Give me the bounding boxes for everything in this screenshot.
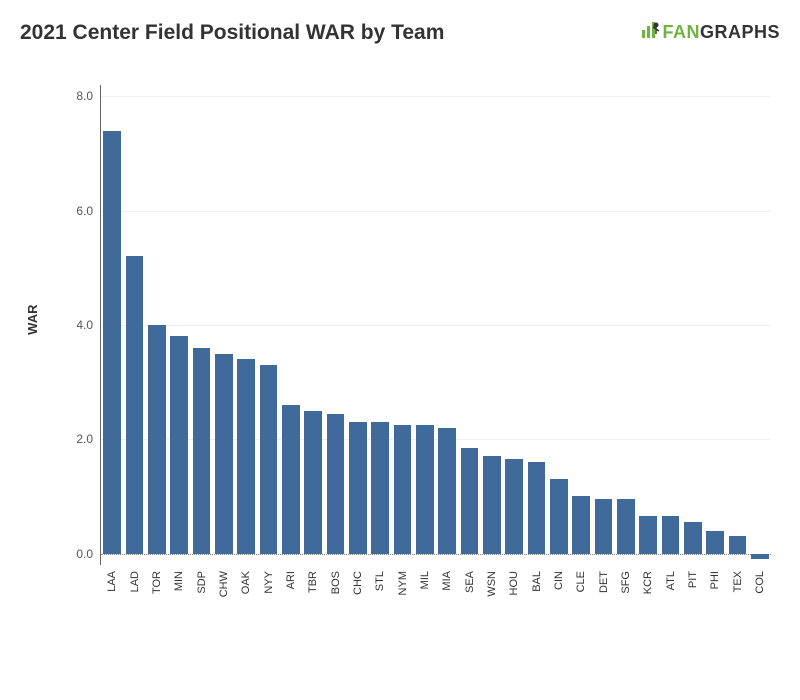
bar — [349, 422, 367, 553]
bar — [438, 428, 456, 554]
x-tick-label: NYM — [397, 571, 409, 595]
logo-icon — [640, 20, 660, 45]
x-tick-label: MIN — [173, 571, 185, 591]
x-tick-label: MIL — [419, 571, 431, 589]
x-tick-label: COL — [754, 571, 766, 594]
bar — [461, 448, 479, 554]
x-tick-label: CLE — [575, 571, 587, 592]
bar — [684, 522, 702, 553]
x-tick-label: TEX — [732, 571, 744, 592]
bar — [706, 531, 724, 554]
logo-text-graphs: GRAPHS — [700, 22, 780, 43]
x-tick-label: PHI — [709, 571, 721, 589]
x-tick-label: TOR — [151, 571, 163, 594]
x-tick-label: ATL — [665, 571, 677, 590]
plot-region: 0.02.04.06.08.0LAALADTORMINSDPCHWOAKNYYA… — [100, 85, 771, 565]
logo-text-fan: FAN — [662, 22, 700, 43]
bar — [215, 354, 233, 554]
bar — [193, 348, 211, 554]
y-tick-label: 2.0 — [76, 432, 101, 446]
logo: FANGRAPHS — [640, 20, 780, 45]
x-tick-label: CHW — [218, 571, 230, 597]
bar — [260, 365, 278, 554]
x-tick-label: STL — [374, 571, 386, 591]
x-tick-label: ARI — [285, 571, 297, 589]
chart-container: 2021 Center Field Positional WAR by Team… — [0, 0, 800, 700]
x-tick-label: HOU — [508, 571, 520, 595]
x-tick-label: CIN — [553, 571, 565, 590]
bar — [483, 456, 501, 553]
x-tick-label: LAA — [106, 571, 118, 592]
y-axis-title: WAR — [25, 304, 40, 334]
x-tick-label: CHC — [352, 571, 364, 595]
bar — [282, 405, 300, 554]
bar — [126, 256, 144, 553]
x-tick-label: BAL — [531, 571, 543, 592]
x-tick-label: WSN — [486, 571, 498, 597]
bar — [103, 131, 121, 554]
y-tick-label: 8.0 — [76, 89, 101, 103]
zero-line — [101, 554, 771, 555]
x-tick-label: SDP — [196, 571, 208, 594]
x-tick-label: SFG — [620, 571, 632, 594]
x-tick-label: KCR — [642, 571, 654, 594]
x-tick-label: NYY — [263, 571, 275, 594]
bar — [148, 325, 166, 554]
gridline — [101, 325, 771, 326]
bar — [505, 459, 523, 553]
bar — [729, 536, 747, 553]
bar — [662, 516, 680, 553]
page-title: 2021 Center Field Positional WAR by Team — [20, 21, 444, 45]
y-tick-label: 0.0 — [76, 547, 101, 561]
x-tick-label: TBR — [307, 571, 319, 593]
bar — [237, 359, 255, 553]
y-tick-label: 6.0 — [76, 204, 101, 218]
gridline — [101, 211, 771, 212]
x-tick-label: BOS — [330, 571, 342, 594]
bar — [639, 516, 657, 553]
bar — [394, 425, 412, 554]
bar — [304, 411, 322, 554]
bar — [327, 414, 345, 554]
x-tick-label: DET — [598, 571, 610, 593]
bar — [550, 479, 568, 553]
x-tick-label: SEA — [464, 571, 476, 593]
bar — [416, 425, 434, 554]
x-tick-label: LAD — [129, 571, 141, 592]
bar — [595, 499, 613, 553]
x-tick-label: OAK — [240, 571, 252, 594]
bar — [751, 554, 769, 560]
bar — [617, 499, 635, 553]
x-tick-label: PIT — [687, 571, 699, 588]
chart-area: 0.0 2.0 4.0 6.0 8.0 LAA LAD TOR MIN SDP CHW OAK NYY A… — [70, 85, 770, 605]
gridline — [101, 96, 771, 97]
header: 2021 Center Field Positional WAR by Team… — [20, 20, 780, 45]
y-tick-label: 4.0 — [76, 318, 101, 332]
bar — [528, 462, 546, 553]
bar — [170, 336, 188, 553]
bar — [572, 496, 590, 553]
bar — [371, 422, 389, 553]
x-tick-label: MIA — [441, 571, 453, 591]
